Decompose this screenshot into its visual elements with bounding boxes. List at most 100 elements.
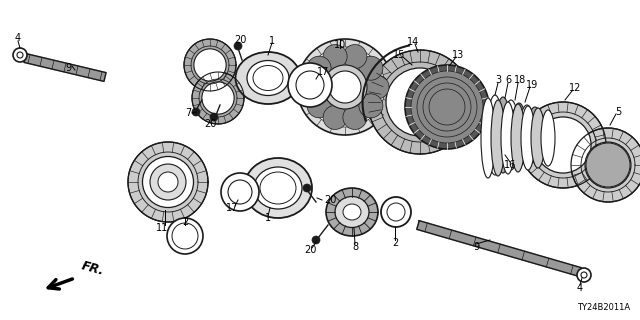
Circle shape <box>303 184 311 192</box>
Text: 5: 5 <box>615 107 621 117</box>
Text: 19: 19 <box>526 80 538 90</box>
Ellipse shape <box>326 188 378 236</box>
Ellipse shape <box>495 97 511 173</box>
Circle shape <box>192 72 244 124</box>
Circle shape <box>17 52 23 58</box>
Text: 14: 14 <box>407 37 419 47</box>
Ellipse shape <box>254 167 302 209</box>
Circle shape <box>359 94 383 118</box>
Ellipse shape <box>335 196 369 228</box>
Text: 2: 2 <box>392 238 398 248</box>
Circle shape <box>381 197 411 227</box>
Text: 2: 2 <box>182 217 188 227</box>
Ellipse shape <box>519 105 535 165</box>
Ellipse shape <box>511 103 527 167</box>
Ellipse shape <box>503 100 519 170</box>
Ellipse shape <box>531 108 545 168</box>
Circle shape <box>192 108 200 116</box>
Circle shape <box>343 44 367 68</box>
Circle shape <box>581 272 587 278</box>
Ellipse shape <box>527 107 543 163</box>
Polygon shape <box>417 221 581 276</box>
Circle shape <box>210 113 218 121</box>
Ellipse shape <box>247 60 289 95</box>
Text: TY24B2011A: TY24B2011A <box>577 303 630 312</box>
Circle shape <box>13 48 27 62</box>
Circle shape <box>307 94 331 118</box>
Text: 17: 17 <box>317 67 329 77</box>
Circle shape <box>184 39 236 91</box>
Ellipse shape <box>511 104 525 172</box>
Circle shape <box>297 39 393 135</box>
Text: 20: 20 <box>204 119 216 129</box>
Circle shape <box>405 65 489 149</box>
Circle shape <box>150 164 186 200</box>
Circle shape <box>359 56 383 80</box>
Text: 11: 11 <box>156 223 168 233</box>
Circle shape <box>221 173 259 211</box>
Text: 16: 16 <box>504 160 516 170</box>
Circle shape <box>329 71 361 103</box>
Circle shape <box>586 143 630 187</box>
Circle shape <box>234 42 242 50</box>
Circle shape <box>411 71 483 143</box>
Text: 10: 10 <box>334 40 346 50</box>
Text: 1: 1 <box>265 213 271 223</box>
Circle shape <box>228 180 252 204</box>
Circle shape <box>167 218 203 254</box>
Circle shape <box>202 82 234 114</box>
Ellipse shape <box>244 158 312 218</box>
Text: 20: 20 <box>304 245 316 255</box>
Circle shape <box>386 68 454 136</box>
Text: 6: 6 <box>505 75 511 85</box>
Ellipse shape <box>481 98 495 178</box>
Circle shape <box>143 156 193 207</box>
Circle shape <box>423 83 471 131</box>
Circle shape <box>158 172 178 192</box>
Text: 20: 20 <box>324 195 336 205</box>
Circle shape <box>288 63 332 107</box>
Circle shape <box>194 49 226 81</box>
Text: FR.: FR. <box>80 260 106 278</box>
Circle shape <box>323 44 347 68</box>
Circle shape <box>323 105 347 129</box>
Circle shape <box>368 50 472 154</box>
Circle shape <box>365 75 389 99</box>
Circle shape <box>296 71 324 99</box>
Circle shape <box>571 128 640 202</box>
Text: 8: 8 <box>352 242 358 252</box>
Circle shape <box>128 142 208 222</box>
Text: 3: 3 <box>495 75 501 85</box>
Circle shape <box>585 142 631 188</box>
Ellipse shape <box>541 110 555 166</box>
Text: 17: 17 <box>226 203 238 213</box>
Ellipse shape <box>343 204 361 220</box>
Circle shape <box>312 236 320 244</box>
Polygon shape <box>24 54 106 81</box>
Circle shape <box>429 89 465 125</box>
Text: 9: 9 <box>65 63 71 73</box>
Circle shape <box>323 65 367 109</box>
Text: 18: 18 <box>514 75 526 85</box>
Text: 20: 20 <box>234 35 246 45</box>
Text: 9: 9 <box>473 242 479 252</box>
Text: 12: 12 <box>569 83 581 93</box>
Ellipse shape <box>236 52 301 104</box>
Text: 7: 7 <box>185 108 191 118</box>
Text: 4: 4 <box>577 283 583 293</box>
Circle shape <box>520 102 606 188</box>
Text: 15: 15 <box>393 50 405 60</box>
Circle shape <box>577 268 591 282</box>
Circle shape <box>417 77 477 137</box>
Text: 1: 1 <box>269 36 275 46</box>
Ellipse shape <box>487 95 503 175</box>
Circle shape <box>301 75 325 99</box>
Text: 4: 4 <box>15 33 21 43</box>
Circle shape <box>307 56 331 80</box>
Text: 13: 13 <box>452 50 464 60</box>
Circle shape <box>305 47 385 127</box>
Ellipse shape <box>521 106 535 170</box>
Ellipse shape <box>501 102 515 174</box>
Ellipse shape <box>491 100 505 176</box>
Circle shape <box>343 105 367 129</box>
